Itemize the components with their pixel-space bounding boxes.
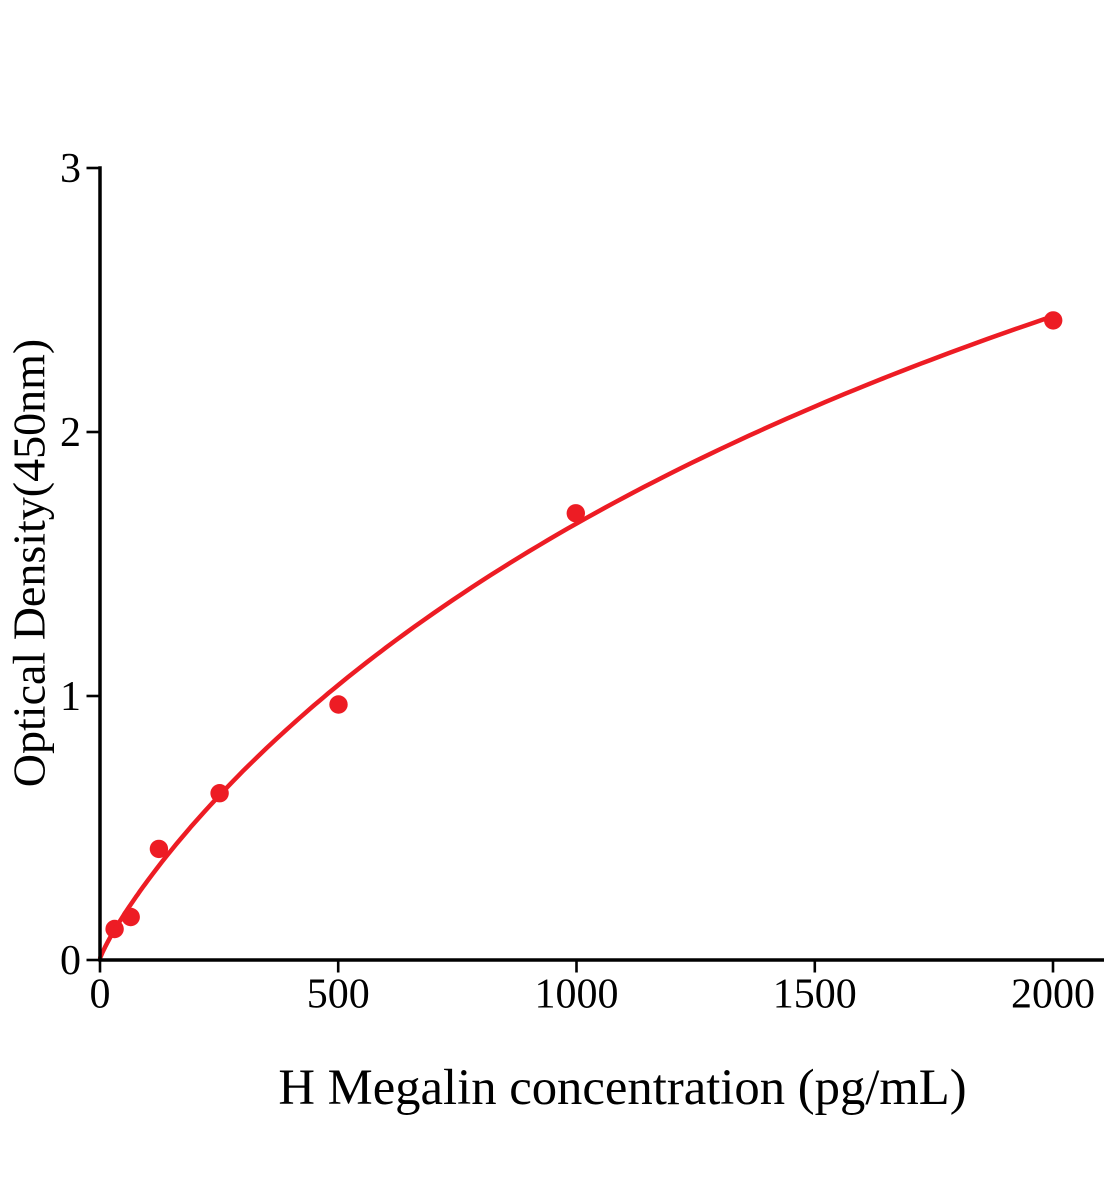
svg-text:0: 0 (90, 971, 111, 1017)
svg-text:1500: 1500 (773, 971, 857, 1017)
svg-text:3: 3 (60, 146, 81, 192)
svg-text:500: 500 (307, 971, 370, 1017)
svg-text:1000: 1000 (535, 971, 619, 1017)
svg-text:Optical Density(450nm): Optical Density(450nm) (4, 339, 55, 787)
svg-text:0: 0 (60, 938, 81, 984)
svg-text:2: 2 (60, 410, 81, 456)
svg-text:1: 1 (60, 674, 81, 720)
svg-text:2000: 2000 (1011, 971, 1095, 1017)
svg-text:H Megalin concentration (pg/mL: H Megalin concentration (pg/mL) (278, 1059, 966, 1115)
